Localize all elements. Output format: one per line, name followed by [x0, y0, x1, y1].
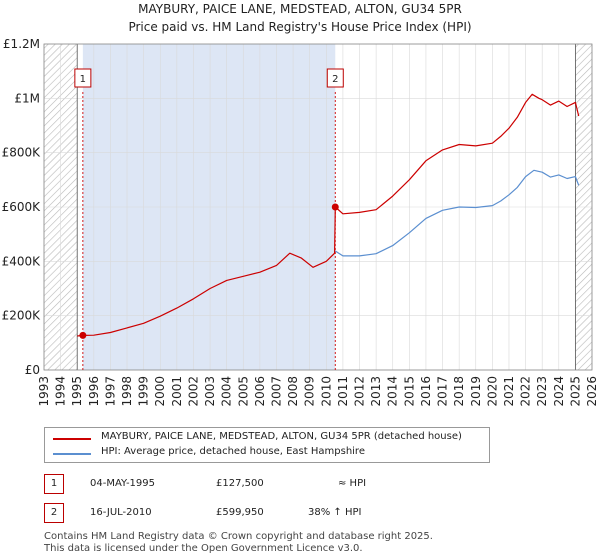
legend: MAYBURY, PAICE LANE, MEDSTEAD, ALTON, GU…	[44, 427, 490, 463]
x-tick-label: 1999	[137, 376, 151, 407]
y-tick-label: £1M	[14, 91, 40, 105]
footer-licence: This data is licensed under the Open Gov…	[44, 543, 363, 554]
y-tick-label: £600K	[2, 200, 42, 214]
transaction-row: 1 04-MAY-1995 £127,500 ≈ HPI	[44, 474, 564, 494]
transaction-row: 2 16-JUL-2010 £599,950 38% ↑ HPI	[44, 503, 564, 523]
x-tick-label: 1994	[54, 376, 68, 407]
transaction-date: 04-MAY-1995	[90, 478, 156, 489]
chart-title: MAYBURY, PAICE LANE, MEDSTEAD, ALTON, GU…	[138, 2, 462, 16]
sale-point	[79, 331, 87, 339]
x-tick-label: 2016	[419, 376, 433, 407]
x-tick-label: 2011	[336, 376, 350, 407]
x-tick-label: 2000	[153, 376, 167, 407]
x-tick-label: 1996	[87, 376, 101, 407]
y-tick-label: £1.2M	[3, 37, 40, 51]
series-line-hpi	[334, 169, 580, 257]
y-tick-label: £400K	[2, 254, 42, 268]
x-tick-label: 2001	[170, 376, 184, 407]
x-tick-label: 2014	[386, 376, 400, 407]
y-tick-label: £200K	[2, 309, 42, 323]
sale-point	[331, 203, 339, 211]
transaction-number: 2	[44, 503, 64, 523]
transaction-price: £127,500	[216, 478, 264, 489]
sale-marker-box	[326, 68, 344, 88]
transaction-hpi: ≈ HPI	[338, 478, 367, 489]
plot-frame	[43, 43, 593, 371]
x-tick-label: 2006	[253, 376, 267, 407]
chart-subtitle: Price paid vs. HM Land Registry's House …	[128, 20, 472, 34]
x-tick-label: 2012	[353, 376, 367, 407]
legend-swatch-property	[53, 438, 91, 440]
x-tick-label: 1998	[120, 376, 134, 407]
sale-marker-box	[74, 68, 92, 88]
x-tick-label: 2004	[220, 376, 234, 407]
footer-copyright: Contains HM Land Registry data © Crown c…	[44, 531, 433, 542]
transaction-hpi: 38% ↑ HPI	[308, 507, 362, 518]
x-tick-label: 2022	[519, 376, 533, 407]
sale-marker-label: 1	[80, 74, 86, 85]
x-tick-label: 2024	[552, 376, 566, 407]
x-tick-label: 1993	[37, 376, 51, 407]
x-tick-label: 2008	[286, 376, 300, 407]
x-tick-label: 2017	[436, 376, 450, 407]
x-tick-label: 2010	[319, 376, 333, 407]
sale-marker-label: 2	[332, 74, 338, 85]
x-tick-label: 2015	[402, 376, 416, 407]
x-tick-label: 2007	[269, 376, 283, 407]
x-tick-label: 2018	[452, 376, 466, 407]
legend-swatch-hpi	[53, 453, 91, 455]
x-tick-label: 2020	[485, 376, 499, 407]
x-tick-label: 2026	[585, 376, 599, 407]
x-tick-label: 1995	[70, 376, 84, 407]
x-tick-label: 2025	[568, 376, 582, 407]
x-tick-label: 2005	[236, 376, 250, 407]
x-tick-label: 2023	[535, 376, 549, 407]
x-tick-label: 2019	[469, 376, 483, 407]
legend-label-hpi: HPI: Average price, detached house, East…	[101, 446, 365, 457]
x-tick-label: 2002	[186, 376, 200, 407]
transaction-date: 16-JUL-2010	[90, 507, 152, 518]
transaction-price: £599,950	[216, 507, 264, 518]
transaction-number: 1	[44, 474, 64, 494]
x-tick-label: 2009	[303, 376, 317, 407]
x-tick-label: 2013	[369, 376, 383, 407]
x-tick-label: 2021	[502, 376, 516, 407]
legend-label-property: MAYBURY, PAICE LANE, MEDSTEAD, ALTON, GU…	[101, 431, 462, 442]
y-tick-label: £0	[25, 363, 40, 377]
series-line-property	[77, 93, 580, 337]
y-tick-label: £800K	[2, 146, 42, 160]
x-tick-label: 1997	[103, 376, 117, 407]
x-tick-label: 2003	[203, 376, 217, 407]
